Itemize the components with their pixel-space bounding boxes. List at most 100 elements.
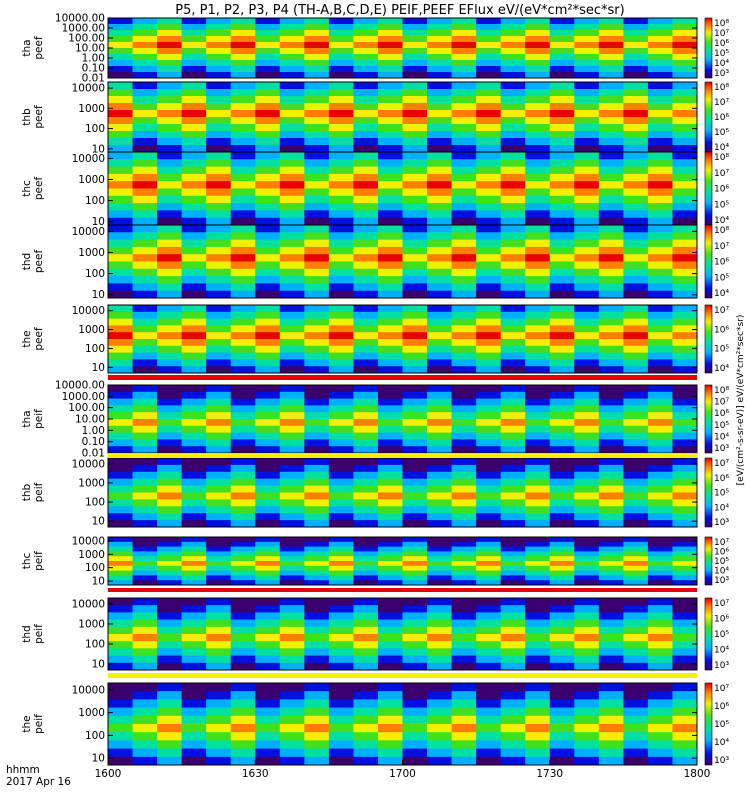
spectrogram-cell [353,513,379,521]
spectrogram-cell [525,485,551,493]
colorbar-tick-label: 10⁸ [714,153,729,163]
spectrogram-cell [328,117,354,125]
spectrogram-cell [525,707,551,717]
spectrogram-cell [353,551,379,557]
spectrogram-cell [598,166,624,175]
spectrogram-cell [377,478,403,487]
spectrogram-cell [328,626,354,635]
y-axis-label-probe: thd [21,625,33,642]
spectrogram-cell [500,565,526,572]
spectrogram-cell [647,225,673,233]
spectrogram-cell [157,619,183,628]
spectrogram-cell [574,276,600,284]
spectrogram-cell [304,232,330,241]
spectrogram-cell [108,385,134,393]
spectrogram-cell [402,626,428,635]
spectrogram-cell [500,225,526,233]
spectrogram-cell [181,217,207,226]
spectrogram-cell [230,89,256,97]
spectrogram-cell [279,499,305,507]
spectrogram-cell [427,159,453,168]
spectrogram-cell [353,96,379,104]
spectrogram-cell [304,305,330,313]
spectrogram-cell [402,570,428,576]
spectrogram-cell [132,446,158,454]
spectrogram-cell [427,66,453,73]
spectrogram-cell [304,42,330,49]
spectrogram-cell [672,699,698,709]
spectrogram-cell [230,478,256,487]
spectrogram-cell [328,748,354,758]
spectrogram-cell [328,471,354,480]
spectrogram-cell [525,72,551,79]
spectrogram-cell [451,464,477,473]
spectrogram-cell [623,54,649,61]
spectrogram-cell [500,471,526,480]
spectrogram-cell [353,537,379,543]
spectrogram-cell [132,24,158,31]
spectrogram-cell [206,598,232,606]
spectrogram-cell [451,412,477,420]
spectrogram-cell [108,478,134,487]
spectrogram-cell [402,478,428,487]
spectrogram-cell [132,42,158,49]
spectrogram-cell [402,42,428,49]
spectrogram-cell [647,740,673,750]
spectrogram-cell [623,756,649,766]
spectrogram-cell [377,36,403,43]
spectrogram-cell [402,188,428,197]
spectrogram-cell [598,283,624,292]
spectrogram-cell [255,305,281,313]
spectrogram-cell [328,18,354,25]
spectrogram-cell [328,276,354,284]
spectrogram-cell [647,54,673,61]
spectrogram-cell [377,48,403,55]
spectrogram-cell [157,471,183,480]
y-tick-label: 1000 [78,324,105,336]
spectrogram-cell [377,89,403,97]
spectrogram-cell [255,520,281,528]
spectrogram-cell [525,565,551,572]
y-tick-label: 10000 [72,458,105,470]
spectrogram-cell [451,188,477,197]
spectrogram-cell [451,561,477,567]
spectrogram-cell [525,359,551,367]
spectrogram-cell [353,290,379,299]
spectrogram-cell [672,261,698,270]
spectrogram-cell [451,551,477,557]
spectrogram-cell [476,398,502,406]
spectrogram-cell [255,96,281,104]
spectrogram-cell [108,570,134,576]
spectrogram-cell [525,203,551,211]
spectrogram-cell [255,60,281,67]
spectrogram-cell [132,332,158,340]
spectrogram-cell [377,232,403,241]
spectrogram-cell [647,173,673,182]
spectrogram-cell [525,419,551,427]
spectrogram-cell [255,311,281,320]
spectrogram-cell [255,485,281,493]
spectrogram-cell [549,691,575,700]
spectrogram-cell [181,225,207,233]
spectrogram-cell [304,425,330,434]
spectrogram-cell [623,66,649,73]
spectrogram-cell [255,748,281,758]
spectrogram-cell [623,605,649,613]
spectrogram-cell [108,96,134,104]
spectrogram-cell [402,246,428,255]
spectrogram-cell [647,72,673,79]
spectrogram-cell [230,506,256,514]
colorbar-tick-label: 10⁷ [714,538,729,548]
spectrogram-cell [304,66,330,73]
spectrogram-cell [304,565,330,572]
spectrogram-cell [108,311,134,320]
spectrogram-cell [181,283,207,292]
spectrogram-cell [402,268,428,277]
spectrogram-cell [108,732,134,741]
y-axis-label-product: peef [33,36,45,60]
spectrogram-cell [230,72,256,79]
spectrogram-cell [623,648,649,657]
spectrogram-cell [181,551,207,557]
spectrogram-cell [427,471,453,480]
